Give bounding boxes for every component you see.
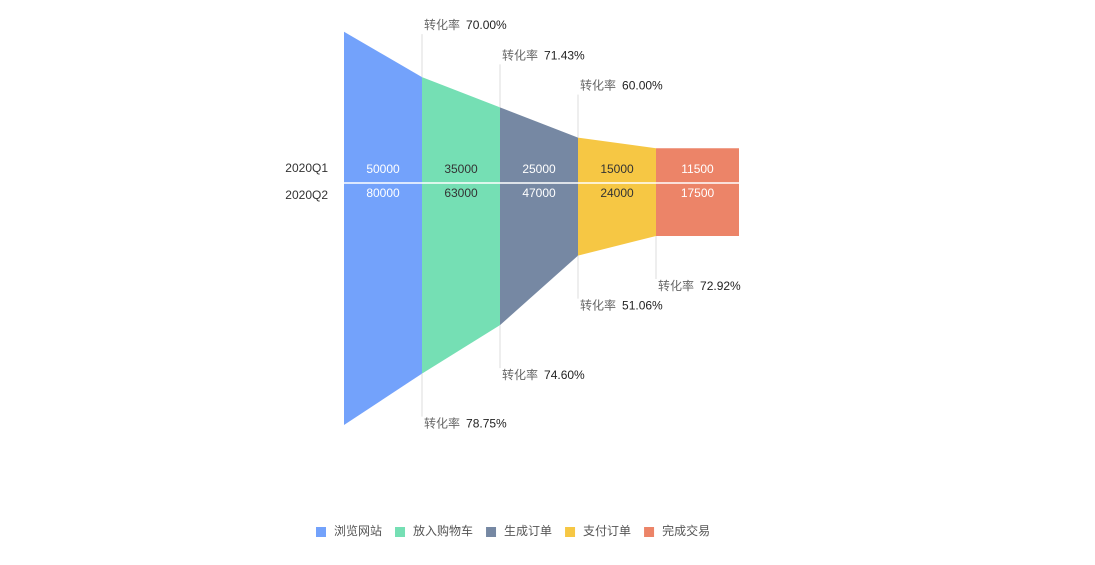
conversion-value: 70.00% (466, 18, 507, 32)
conversion-value: 71.43% (544, 49, 585, 63)
conversion-value: 78.75% (466, 417, 507, 431)
value-label: 17500 (681, 186, 715, 200)
conversion-caption: 转化率 (424, 416, 460, 431)
value-label: 47000 (522, 186, 556, 200)
legend-label: 浏览网站 (334, 523, 382, 538)
conversion-caption: 转化率 (580, 298, 616, 313)
value-label: 15000 (600, 162, 634, 176)
funnel-segment (344, 183, 422, 425)
value-label: 80000 (366, 186, 400, 200)
value-label: 11500 (681, 162, 714, 176)
conversion-value: 51.06% (622, 299, 663, 313)
conversion-label: 转化率 74.60% (502, 367, 585, 382)
funnel-segment (422, 77, 500, 183)
legend-swatch (644, 527, 655, 537)
funnel-segment (656, 148, 739, 183)
legend-label: 生成订单 (504, 524, 552, 538)
funnel-segment (500, 107, 578, 183)
conversion-value: 60.00% (622, 79, 663, 93)
conversion-value: 72.92% (700, 279, 741, 293)
conversion-caption: 转化率 (502, 367, 538, 382)
funnel-segment (422, 183, 500, 374)
conversion-label: 转化率 60.00% (580, 78, 663, 93)
series-label: 2020Q2 (285, 188, 328, 202)
funnel-segment (578, 183, 656, 256)
conversion-caption: 转化率 (424, 17, 460, 32)
value-label: 25000 (522, 162, 556, 176)
legend-swatch (316, 527, 326, 537)
value-label: 24000 (600, 186, 634, 200)
conversion-value: 74.60% (544, 368, 585, 382)
conversion-label: 转化率 72.92% (658, 278, 741, 293)
funnel-segment (656, 183, 739, 236)
legend-label: 放入购物车 (413, 523, 473, 538)
legend-swatch (565, 527, 576, 537)
funnel-segment (344, 31, 422, 183)
legend-label: 支付订单 (583, 524, 631, 538)
conversion-label: 转化率 78.75% (424, 416, 507, 431)
series-label: 2020Q1 (285, 161, 328, 175)
conversion-label: 转化率 70.00% (424, 17, 507, 32)
legend-swatch (486, 527, 497, 537)
conversion-label: 转化率 71.43% (502, 48, 585, 63)
conversion-caption: 转化率 (580, 78, 616, 93)
conversion-caption: 转化率 (658, 278, 694, 293)
funnel-segment (578, 137, 656, 183)
legend-label: 完成交易 (662, 523, 710, 538)
value-label: 63000 (444, 186, 478, 200)
legend-swatch (395, 527, 406, 537)
conversion-caption: 转化率 (502, 48, 538, 63)
value-label: 50000 (366, 162, 400, 176)
conversion-label: 转化率 51.06% (580, 298, 663, 313)
value-label: 35000 (444, 162, 478, 176)
funnel-segment (500, 183, 578, 326)
